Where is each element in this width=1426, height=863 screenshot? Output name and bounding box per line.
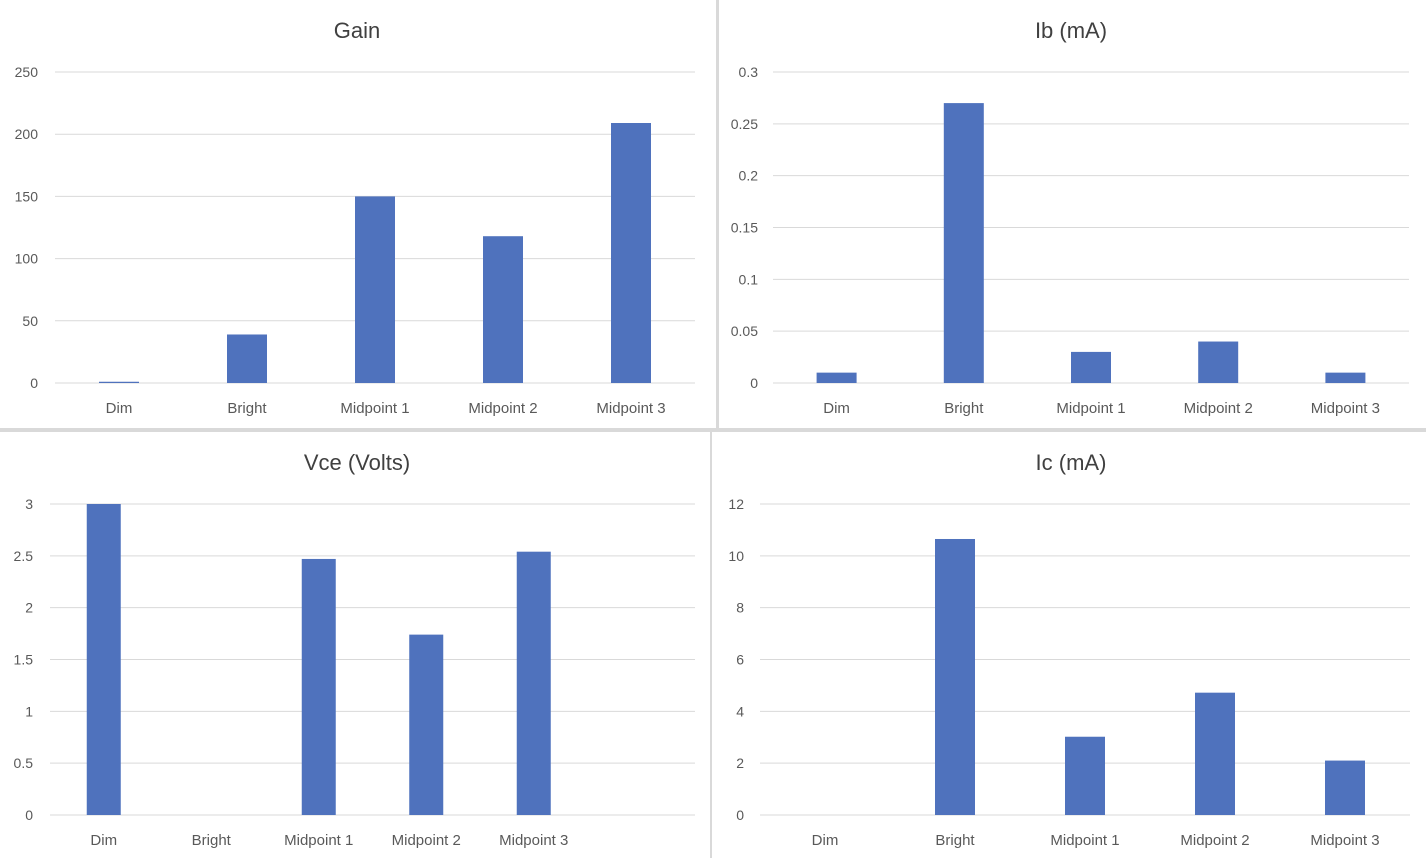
y-tick-label: 3 [25, 496, 33, 512]
x-tick-label: Midpoint 3 [1311, 400, 1380, 417]
x-tick-label: Midpoint 1 [1050, 832, 1119, 849]
bar-midpoint-2 [483, 236, 523, 383]
bar-midpoint-3 [1325, 760, 1365, 815]
horizontal-divider [0, 428, 1426, 432]
x-tick-label: Midpoint 2 [392, 832, 461, 849]
x-tick-label: Midpoint 1 [1056, 400, 1125, 417]
bar-dim [86, 504, 121, 815]
y-tick-label: 0.3 [739, 64, 759, 80]
bar-midpoint-3 [611, 123, 651, 383]
y-tick-label: 1 [25, 703, 33, 719]
x-tick-label: Dim [812, 832, 839, 849]
x-tick-label: Bright [935, 832, 975, 849]
y-tick-label: 2 [736, 755, 744, 771]
bar-midpoint-2 [1198, 341, 1239, 383]
bar-midpoint-3 [516, 551, 551, 815]
x-tick-label: Midpoint 2 [1184, 400, 1253, 417]
y-tick-label: 0.2 [739, 168, 759, 184]
y-tick-label: 4 [736, 703, 744, 719]
bar-midpoint-2 [1195, 692, 1235, 815]
y-tick-label: 0 [25, 807, 33, 823]
chart-vce: Vce (Volts) 0 0.5 1 1.5 2 2.5 3 Dim Bright Midpoin… [14, 450, 695, 849]
bar-bright [227, 334, 267, 383]
x-tick-label: Dim [106, 400, 133, 417]
bar-dim [99, 381, 139, 383]
bar-midpoint-3 [1325, 372, 1366, 383]
chart-ic: Ic (mA) 0 2 4 6 8 10 12 Dim Bright Midpoint 1 Midpo… [728, 450, 1410, 849]
y-tick-label: 12 [728, 496, 744, 512]
bar-midpoint-2 [409, 634, 444, 815]
bar-midpoint-1 [301, 558, 336, 815]
chart-title: Vce (Volts) [304, 450, 410, 475]
x-tick-label: Midpoint 1 [340, 400, 409, 417]
y-tick-label: 0.25 [731, 116, 758, 132]
y-tick-label: 200 [15, 126, 39, 142]
y-tick-label: 8 [736, 600, 744, 616]
y-tick-label: 0 [750, 375, 758, 391]
bar-bright [935, 538, 975, 815]
y-tick-label: 10 [728, 548, 744, 564]
chart-ib: Ib (mA) 0 0.05 0.1 0.15 0.2 0.25 0.3 Dim Bright Mi… [731, 18, 1409, 417]
y-tick-label: 1.5 [14, 652, 34, 668]
chart-panel-vce: Vce (Volts) 0 0.5 1 1.5 2 2.5 3 Dim Bright Midpoin… [0, 432, 712, 858]
bar-bright [943, 103, 984, 383]
y-tick-label: 0 [736, 807, 744, 823]
chart-title: Gain [334, 18, 380, 43]
x-tick-label: Midpoint 2 [468, 400, 537, 417]
bar-midpoint-1 [355, 196, 395, 383]
y-tick-label: 0.5 [14, 755, 34, 771]
y-tick-label: 0.15 [731, 220, 758, 236]
bar-midpoint-1 [1065, 736, 1105, 815]
bar-midpoint-1 [1071, 351, 1111, 383]
y-tick-label: 150 [15, 188, 39, 204]
chart-title: Ic (mA) [1036, 450, 1107, 475]
y-tick-label: 2 [25, 600, 33, 616]
x-tick-label: Bright [944, 400, 984, 417]
chart-panel-gain: Gain 0 50 100 150 200 250 Dim Bright Midpoint 1 Mi… [0, 0, 716, 428]
vertical-divider-top [716, 0, 719, 428]
y-tick-label: 6 [736, 652, 744, 668]
vertical-divider-bottom [710, 432, 712, 858]
bar-dim [816, 372, 857, 383]
x-tick-label: Dim [90, 832, 117, 849]
y-tick-label: 250 [15, 64, 39, 80]
x-tick-label: Midpoint 1 [284, 832, 353, 849]
x-tick-label: Dim [823, 400, 850, 417]
x-tick-label: Bright [192, 832, 232, 849]
chart-gain: Gain 0 50 100 150 200 250 Dim Bright Midpoint 1 Mi… [15, 18, 695, 417]
x-tick-label: Midpoint 3 [596, 400, 665, 417]
y-tick-label: 100 [15, 251, 39, 267]
chart-panel-ic: Ic (mA) 0 2 4 6 8 10 12 Dim Bright Midpoint 1 Midpo… [712, 432, 1426, 858]
x-tick-label: Bright [227, 400, 267, 417]
y-tick-label: 0.1 [739, 271, 759, 287]
x-tick-label: Midpoint 3 [1310, 832, 1379, 849]
y-tick-label: 2.5 [14, 548, 34, 564]
chart-panel-ib: Ib (mA) 0 0.05 0.1 0.15 0.2 0.25 0.3 Dim Bright Mi… [719, 0, 1426, 428]
chart-title: Ib (mA) [1035, 18, 1107, 43]
y-tick-label: 0.05 [731, 323, 758, 339]
x-tick-label: Midpoint 2 [1180, 832, 1249, 849]
y-tick-label: 0 [30, 375, 38, 391]
x-tick-label: Midpoint 3 [499, 832, 568, 849]
y-tick-label: 50 [22, 313, 38, 329]
